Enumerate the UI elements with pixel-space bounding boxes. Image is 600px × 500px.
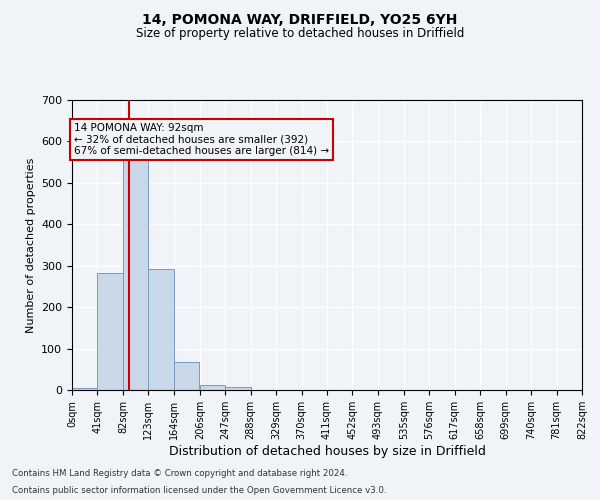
Text: 14 POMONA WAY: 92sqm
← 32% of detached houses are smaller (392)
67% of semi-deta: 14 POMONA WAY: 92sqm ← 32% of detached h… — [74, 123, 329, 156]
Bar — [200, 385, 225, 390]
Bar — [97, 273, 123, 390]
X-axis label: Distribution of detached houses by size in Driffield: Distribution of detached houses by size … — [169, 444, 485, 458]
Text: 14, POMONA WAY, DRIFFIELD, YO25 6YH: 14, POMONA WAY, DRIFFIELD, YO25 6YH — [142, 12, 458, 26]
Bar — [123, 158, 148, 390]
Text: Contains public sector information licensed under the Open Government Licence v3: Contains public sector information licen… — [12, 486, 386, 495]
Bar — [148, 270, 174, 390]
Text: Size of property relative to detached houses in Driffield: Size of property relative to detached ho… — [136, 28, 464, 40]
Bar — [225, 387, 251, 390]
Y-axis label: Number of detached properties: Number of detached properties — [26, 158, 35, 332]
Bar — [174, 362, 199, 390]
Bar — [72, 388, 97, 390]
Text: Contains HM Land Registry data © Crown copyright and database right 2024.: Contains HM Land Registry data © Crown c… — [12, 468, 347, 477]
